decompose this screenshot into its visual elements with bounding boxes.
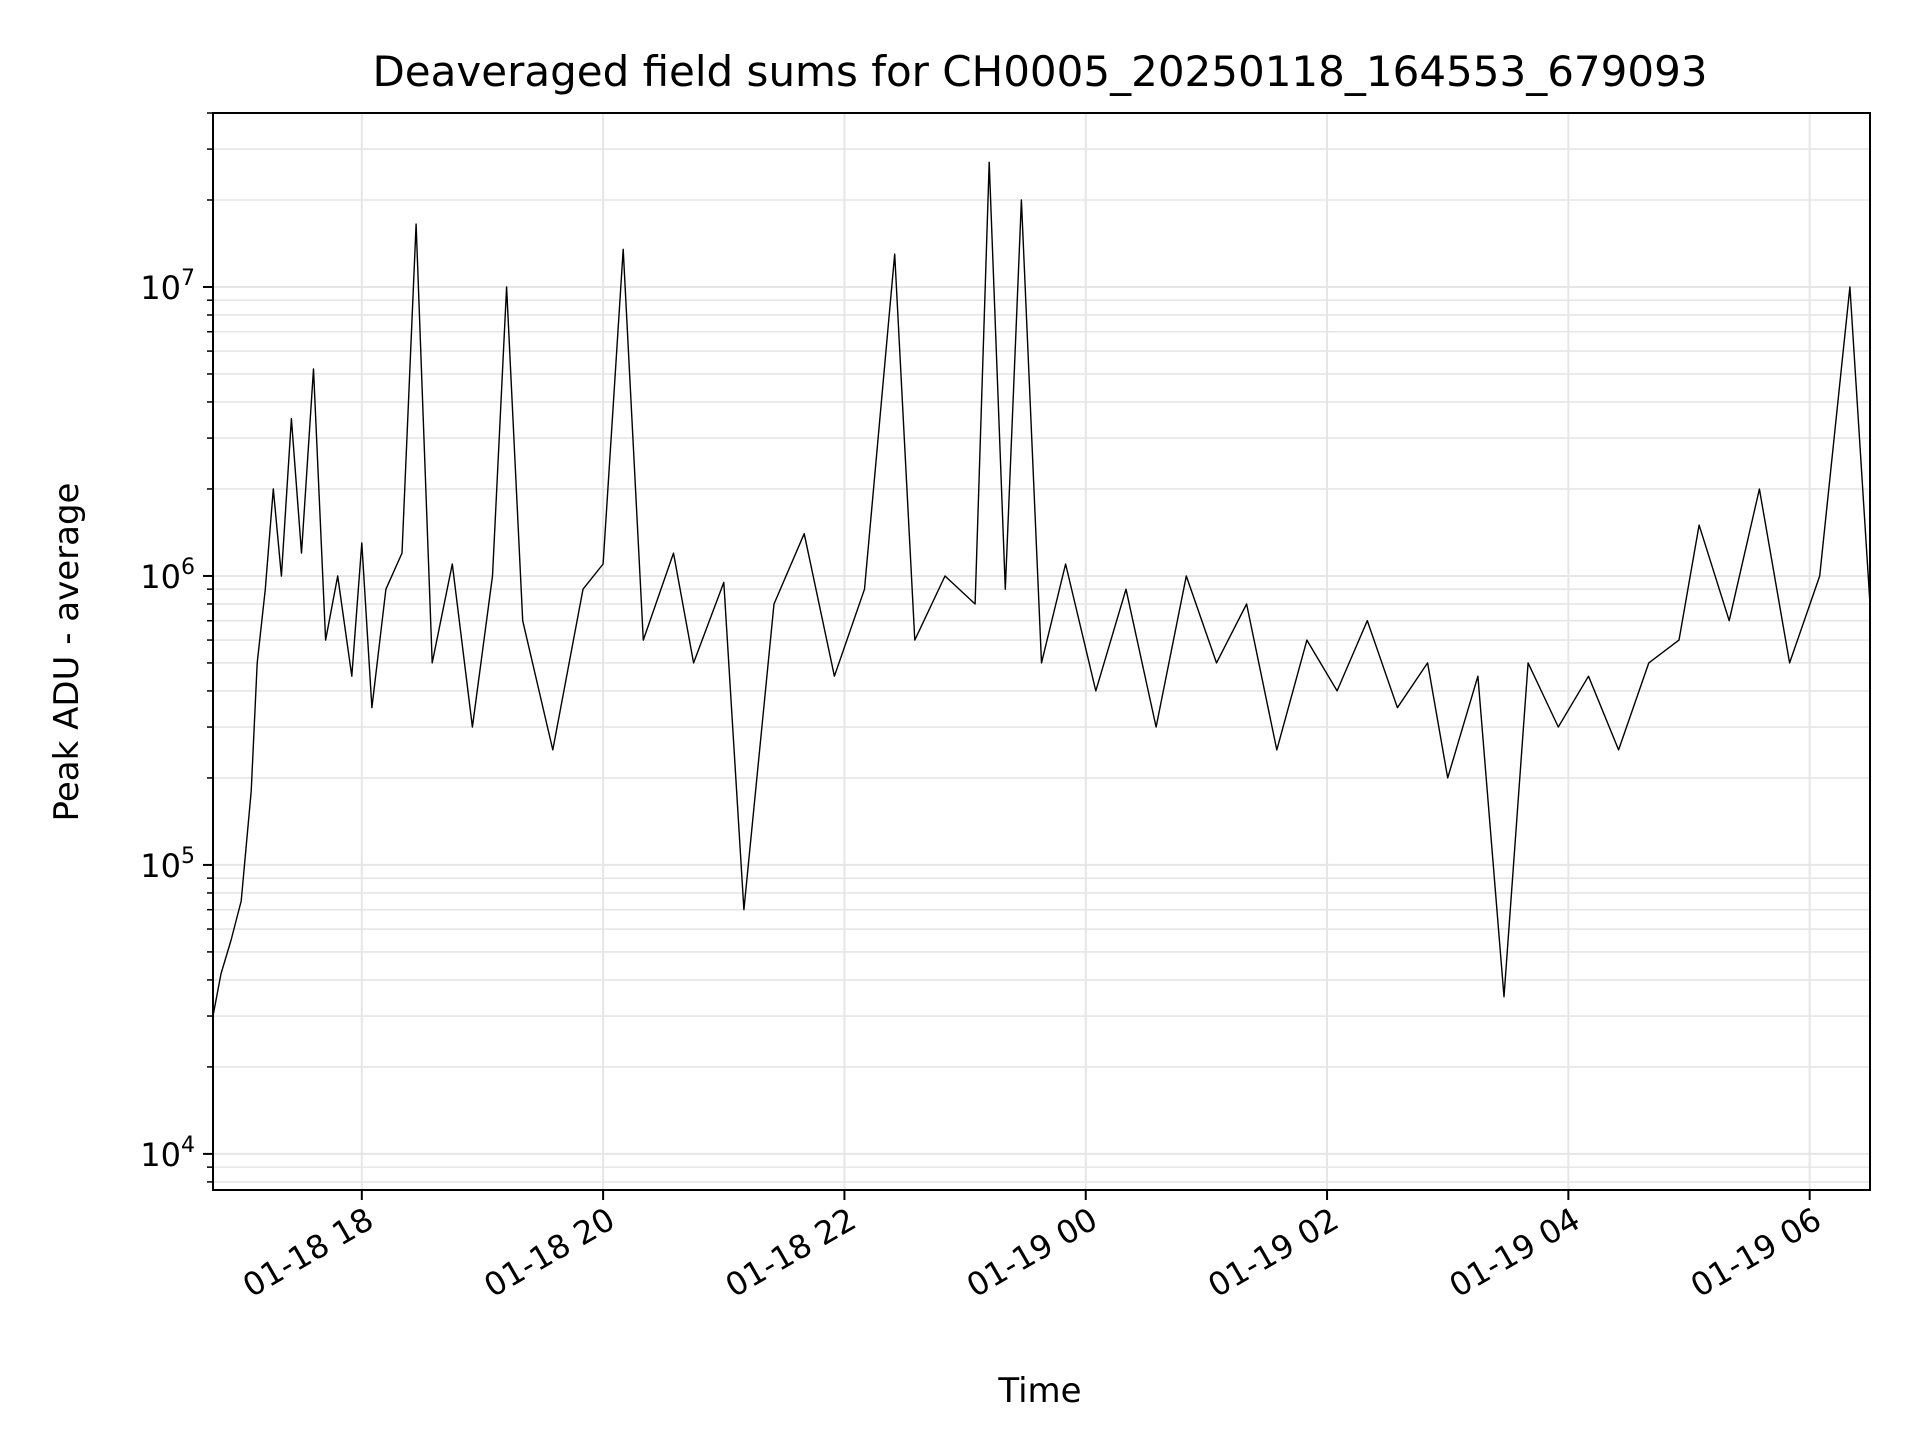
- y-tick-label: 105: [140, 844, 195, 885]
- y-tick-label: 104: [140, 1133, 195, 1174]
- grid: [213, 112, 1870, 1190]
- x-axis-label: Time: [997, 1371, 1081, 1411]
- plot-frame: [212, 112, 1871, 1191]
- y-axis-label: Peak ADU - average: [47, 483, 87, 822]
- y-tick-label: 106: [140, 555, 195, 596]
- chart-title: Deaveraged field sums for CH0005_2025011…: [372, 47, 1707, 96]
- y-tick-label: 107: [140, 266, 195, 307]
